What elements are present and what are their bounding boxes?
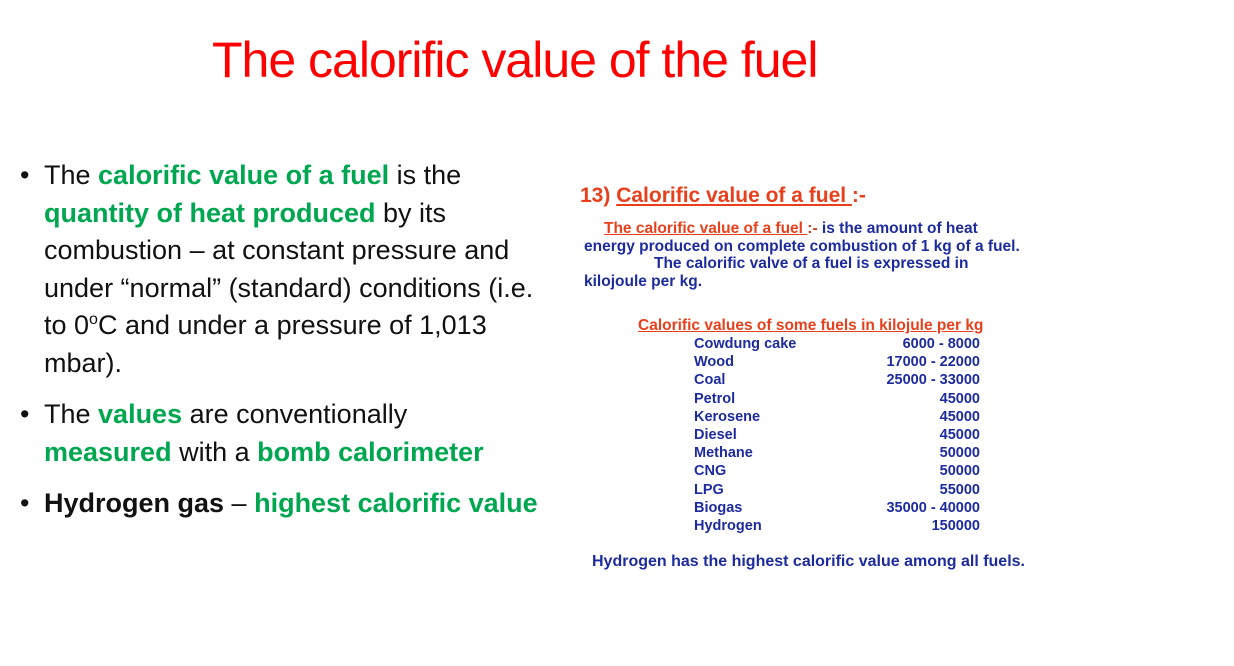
definition-line-4: kilojoule per kg. [584,272,702,290]
figure-heading-tail: :- [851,184,866,207]
figure-heading-number: 13) [580,184,617,207]
definition-term: The calorific value of a fuel [604,220,808,237]
figure-heading: 13) Calorific value of a fuel :- [580,184,866,208]
fuel-name: Coal [694,372,726,389]
table-title: Calorific values of some fuels in kiloju… [638,317,984,334]
calorific-value: 45000 [939,427,980,443]
bullet-text: Hydrogen gas [44,488,225,518]
bullet-text: are conventionally [182,399,408,429]
highlighted-text: highest calorific value [254,488,538,518]
fuel-name: Methane [694,445,753,462]
bullet-item: • The calorific value of a fuel is the qu… [20,157,540,382]
fuel-table-figure: 13) Calorific value of a fuel :- The cal… [578,180,1118,580]
bullet-dot: • [20,488,30,518]
bullet-text: o [89,311,98,328]
highlighted-text: measured [44,436,172,467]
highlighted-text: calorific value of a fuel [98,160,390,190]
fuel-name: LPG [694,481,724,498]
definition-separator: :- [807,220,822,237]
figure-heading-text: Calorific value of a fuel [616,184,852,207]
bullet-text: with a [171,436,258,467]
definition-line-2: energy produced on complete combustion o… [584,237,1020,255]
calorific-value: 45000 [939,408,980,425]
slide-title: The calorific value of the fuel [212,32,818,88]
bullet-item: • The values are conventionally measured … [20,396,540,471]
bullet-text: The [44,399,99,429]
calorific-value: 50000 [939,445,980,462]
bullet-dot: • [20,399,30,429]
fuel-name: Cowdung cake [694,336,797,352]
highlighted-text: bomb calorimeter [257,436,484,467]
highlighted-text: values [98,399,183,429]
bullet-text: – [224,488,255,518]
fuel-name: Hydrogen [694,518,762,534]
fuel-name: Diesel [694,427,737,443]
calorific-value: 50000 [939,463,980,480]
fuel-name: Petrol [694,390,736,407]
calorific-value: 55000 [939,481,980,498]
bullet-item: • Hydrogen gas – highest calorific value [20,485,540,523]
definition-text: The calorific value of a fuel :- is the … [584,220,1104,290]
fuel-name: CNG [694,463,727,480]
calorific-value: 17000 - 22000 [886,354,980,371]
fuel-name: Wood [694,354,734,371]
bullet-text: by its combustion – at constant pressure… [44,197,534,341]
calorific-value: 35000 - 40000 [886,499,980,516]
bullet-list: • The calorific value of a fuel is the qu… [20,157,540,537]
calorific-value: 6000 - 8000 [902,336,980,352]
calorific-value: 150000 [931,518,980,534]
bullet-dot: • [20,160,30,190]
bullet-text: The [44,160,99,190]
definition-line-3: The calorific valve of a fuel is express… [654,255,969,272]
figure-footer: Hydrogen has the highest calorific value… [592,553,1025,570]
bullet-text: C and under a pressure of 1,013 mbar). [44,310,487,378]
calorific-value: 45000 [939,390,980,407]
fuel-name: Biogas [694,499,743,516]
highlighted-text: quantity of heat produced [44,197,376,228]
calorific-value: 25000 - 33000 [886,372,980,389]
bullet-text: is the [389,160,462,190]
definition-line-1: is the amount of heat [821,220,978,237]
fuel-name: Kerosene [694,408,761,425]
